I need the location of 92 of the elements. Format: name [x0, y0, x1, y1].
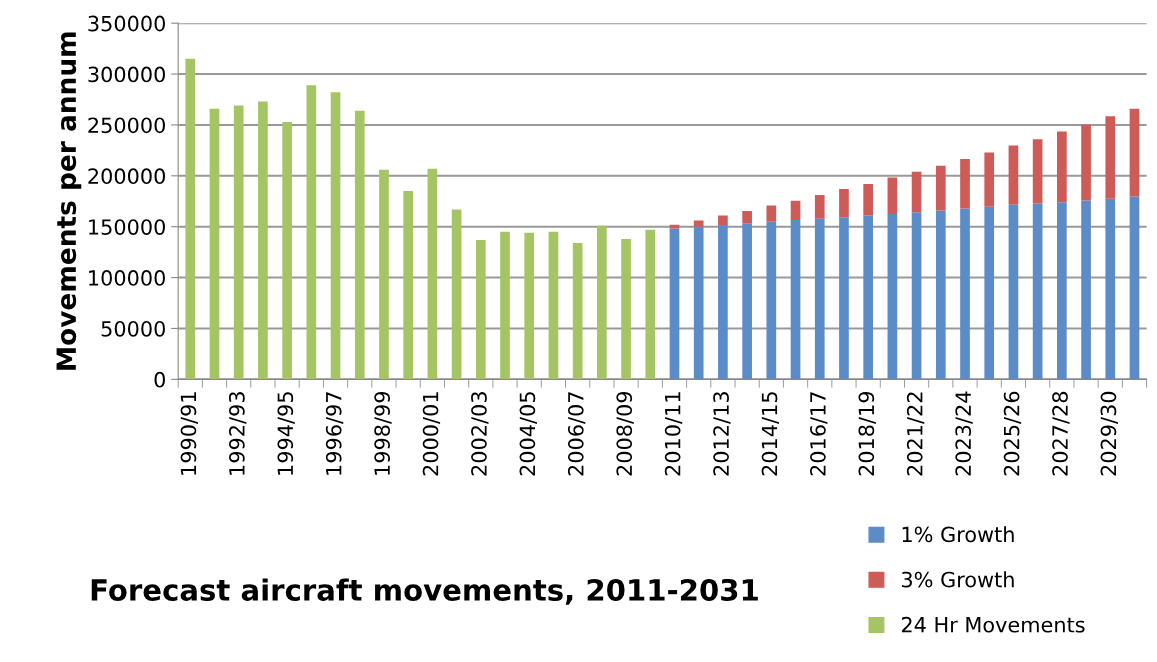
x-tick-label: 2008/09 [616, 391, 634, 476]
bar [693, 220, 704, 227]
x-tick-label: 2000/01 [422, 392, 441, 476]
bar [379, 169, 389, 380]
y-tick-label: 250000 [88, 117, 165, 134]
y-tick-label: 50000 [101, 320, 165, 337]
bar [960, 208, 970, 380]
text: Forecast aircraft movements, 2011-2031 [91, 578, 758, 605]
x-tick-label: 1998/99 [374, 391, 392, 475]
bar [887, 177, 898, 214]
bar [427, 168, 438, 380]
bar [354, 110, 365, 380]
bar [790, 200, 801, 220]
bar [718, 215, 728, 226]
x-tick-label: 2010/11 [664, 392, 683, 476]
bar [1105, 198, 1116, 380]
bar [935, 210, 946, 380]
x-tick-label: 2004/05 [519, 392, 537, 476]
bar [330, 92, 341, 380]
x-tick-label: 2016/17 [810, 392, 828, 476]
bar [572, 242, 583, 380]
bar [911, 212, 922, 380]
bar [911, 171, 922, 213]
x-tick-label: 1992/93 [228, 392, 247, 475]
bar [935, 165, 946, 211]
bar [524, 232, 535, 380]
bar [645, 229, 656, 380]
legend-label: 3% Growth [901, 571, 1014, 588]
bar [621, 238, 631, 380]
bar [960, 159, 970, 209]
bar [233, 105, 244, 380]
bar [500, 231, 510, 380]
x-tick-label: 2021/22 [906, 392, 925, 476]
bar [863, 215, 874, 380]
x-tick-label: 2018/19 [858, 391, 876, 476]
bar [814, 195, 825, 219]
bar [887, 213, 898, 380]
bar [1129, 108, 1140, 197]
x-tick-label: 2023/24 [955, 391, 973, 476]
bar [451, 209, 462, 380]
x-tick-label: 1990/91 [180, 392, 198, 475]
bar [1008, 204, 1019, 380]
y-tick-label: 150000 [89, 219, 165, 235]
bar [1129, 196, 1140, 380]
y-axis-title: Movements per annum [56, 32, 82, 370]
bar [669, 228, 680, 380]
x-tick-label: 2012/13 [713, 392, 731, 476]
x-tick-label: 1996/97 [325, 392, 344, 475]
bar [766, 205, 777, 222]
bar [282, 121, 292, 380]
x-tick-label: 2029/30 [1100, 391, 1118, 476]
bar [1105, 116, 1116, 199]
y-tick-label: 0 [154, 371, 165, 388]
bar [548, 231, 559, 380]
legend-label: 1% Growth [902, 526, 1014, 543]
x-tick-label: 2025/26 [1003, 391, 1022, 476]
x-tick-label: 2027/28 [1052, 391, 1070, 476]
bar [790, 219, 801, 380]
bar [984, 206, 995, 380]
bar [1032, 139, 1043, 204]
y-tick-label: 200000 [88, 168, 165, 185]
y-tick-label: 350000 [88, 15, 165, 32]
x-tick-label: 2014/15 [761, 392, 780, 476]
bar [742, 223, 752, 380]
bar [185, 58, 196, 380]
y-tick-label: 100000 [89, 270, 165, 286]
bar [403, 191, 414, 380]
bar [984, 152, 995, 207]
x-tick-label: 2006/07 [567, 392, 586, 476]
bar [1057, 202, 1067, 380]
x-tick-label: 2002/03 [471, 392, 489, 476]
bar [766, 221, 777, 380]
bar [209, 108, 220, 380]
bar [306, 85, 317, 380]
bar [863, 183, 874, 216]
bar [1032, 203, 1043, 380]
bar [718, 225, 728, 380]
bar [839, 189, 849, 218]
bar [693, 226, 704, 380]
bar [1057, 131, 1067, 203]
bar [839, 217, 849, 380]
bar [475, 239, 486, 380]
legend-label: 24 Hr Movements [901, 616, 1085, 633]
bar [597, 225, 607, 380]
bar [814, 218, 825, 380]
bar [1081, 200, 1091, 380]
bar [258, 101, 268, 380]
bar [1081, 124, 1091, 201]
y-tick-label: 300000 [88, 66, 165, 83]
bar [742, 210, 752, 224]
bar [1008, 145, 1019, 205]
x-tick-label: 1994/95 [277, 392, 295, 475]
